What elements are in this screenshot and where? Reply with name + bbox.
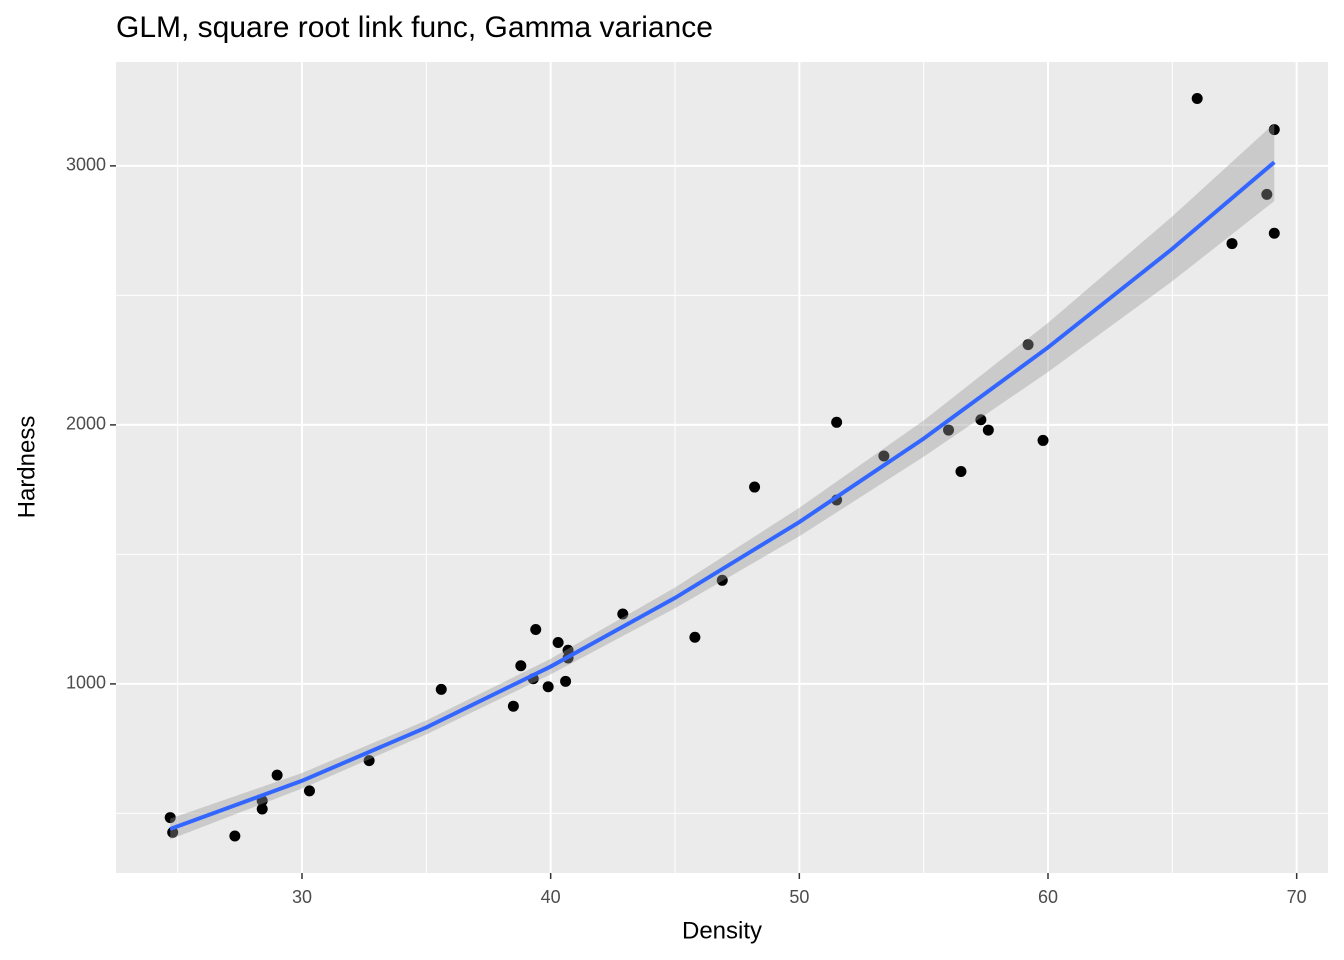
x-tick-label: 50: [789, 887, 809, 907]
point: [271, 769, 283, 781]
point: [552, 636, 564, 648]
point: [515, 660, 527, 672]
y-tick-label: 2000: [66, 414, 106, 434]
point: [562, 644, 574, 656]
point: [507, 700, 519, 712]
point: [617, 608, 629, 620]
point: [435, 683, 447, 695]
point: [1226, 238, 1238, 250]
point: [229, 830, 241, 842]
y-axis-title: Hardness: [13, 416, 40, 519]
x-tick-label: 60: [1038, 887, 1058, 907]
point: [542, 681, 554, 693]
point: [560, 675, 572, 687]
point: [303, 785, 315, 797]
point: [530, 624, 542, 636]
point: [1268, 124, 1280, 136]
x-tick-label: 30: [292, 887, 312, 907]
point: [878, 450, 890, 462]
point: [943, 424, 955, 436]
x-tick-label: 70: [1287, 887, 1307, 907]
point: [749, 481, 761, 493]
point: [256, 803, 268, 815]
x-tick-label: 40: [541, 887, 561, 907]
point: [955, 466, 967, 478]
point: [1261, 188, 1273, 200]
y-tick-label: 1000: [66, 673, 106, 693]
point: [975, 414, 987, 426]
point: [982, 424, 994, 436]
point: [716, 574, 728, 586]
x-axis-title: Density: [682, 917, 762, 944]
point: [167, 826, 179, 838]
chart-title: GLM, square root link func, Gamma varian…: [116, 11, 713, 44]
point: [1191, 93, 1203, 105]
fit-line: [169, 160, 1276, 831]
point: [1022, 339, 1034, 351]
point: [164, 812, 176, 824]
point: [1268, 227, 1280, 239]
panel: [116, 62, 1328, 873]
point: [1037, 434, 1049, 446]
point: [363, 755, 375, 767]
point: [689, 631, 701, 643]
point: [831, 416, 843, 428]
y-tick-label: 3000: [66, 155, 106, 175]
